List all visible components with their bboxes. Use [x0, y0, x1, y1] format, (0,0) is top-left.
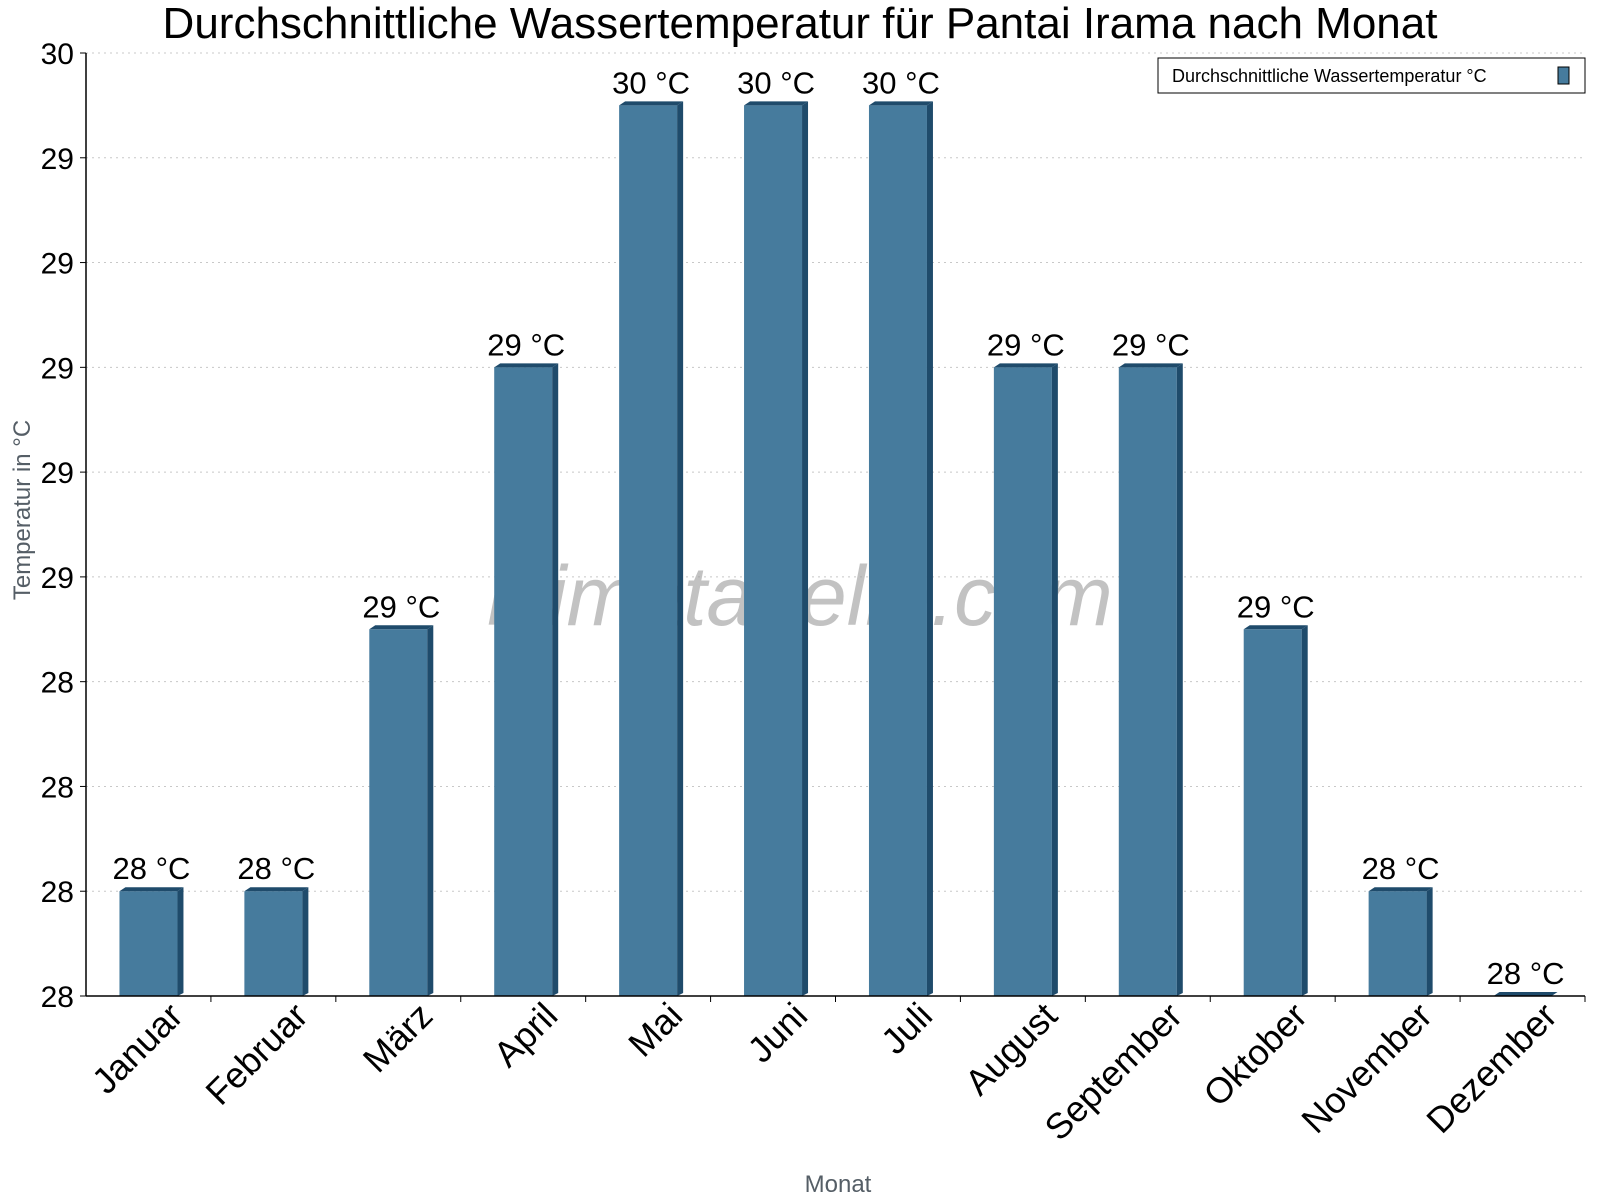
- bar-top: [369, 625, 434, 630]
- y-tick-label: 28: [41, 981, 74, 1014]
- bar-top: [1243, 625, 1308, 630]
- x-tick-label: Juni: [739, 995, 815, 1071]
- bar-märz: [369, 625, 434, 996]
- data-label: 29 °C: [987, 327, 1065, 362]
- data-label: 30 °C: [737, 65, 815, 100]
- data-label: 29 °C: [1112, 327, 1190, 362]
- y-tick-label: 29: [41, 457, 74, 490]
- bar-top: [619, 101, 684, 106]
- bars: [119, 101, 1558, 996]
- bar-februar: [244, 887, 309, 996]
- bar-top: [119, 887, 184, 892]
- data-label: 30 °C: [862, 65, 940, 100]
- bar-front: [744, 105, 803, 996]
- bar-november: [1368, 887, 1433, 996]
- bar-side: [427, 625, 434, 996]
- bar-front: [1368, 891, 1427, 996]
- bar-side: [1176, 363, 1183, 996]
- x-tick-label: August: [957, 995, 1065, 1103]
- data-label: 29 °C: [362, 589, 440, 624]
- bar-juni: [744, 101, 809, 996]
- bar-top: [1493, 992, 1558, 996]
- bar-side: [1051, 363, 1058, 996]
- bar-top: [1368, 887, 1433, 892]
- bar-front: [244, 891, 303, 996]
- y-tick-label: 28: [41, 667, 74, 700]
- x-tick-label: September: [1036, 995, 1190, 1149]
- bar-side: [552, 363, 559, 996]
- bar-side: [302, 887, 309, 996]
- legend-label: Durchschnittliche Wassertemperatur °C: [1172, 66, 1487, 86]
- bar-front: [1243, 629, 1302, 996]
- bar-top: [744, 101, 809, 106]
- legend-swatch: [1557, 66, 1570, 85]
- x-tick-label: Dezember: [1418, 995, 1564, 1141]
- x-ticks: Januar Februar März April Mai Juni Juli AugustS…: [84, 995, 1586, 1149]
- bar-front: [369, 629, 428, 996]
- y-tick-label: 29: [41, 248, 74, 281]
- bar-front: [619, 105, 678, 996]
- x-tick-label: Mai: [620, 995, 690, 1065]
- bar-april: [494, 363, 559, 996]
- x-tick-label: Februar: [197, 995, 315, 1113]
- bar-side: [677, 101, 684, 996]
- y-axis-label: Temperatur in °C: [9, 420, 36, 600]
- bar-side: [177, 887, 184, 996]
- bar-front: [119, 891, 178, 996]
- x-tick-label: Januar: [84, 995, 191, 1102]
- bar-september: [1118, 363, 1183, 996]
- x-tick-label: Oktober: [1195, 995, 1315, 1115]
- x-tick-label: März: [355, 995, 441, 1081]
- bar-top: [1118, 363, 1183, 368]
- x-tick-label: April: [485, 995, 565, 1075]
- data-label: 28 °C: [113, 851, 191, 886]
- x-tick-label: Juli: [873, 995, 940, 1062]
- y-tick-label: 28: [41, 771, 74, 804]
- x-tick-label: November: [1293, 995, 1439, 1141]
- bar-mai: [619, 101, 684, 996]
- bar-top: [868, 101, 933, 106]
- x-axis-label: Monat: [805, 1171, 872, 1198]
- data-labels: 28 °C 28 °C 29 °C 29 °C 30 °C 30 °C 30 °C 29 °C…: [113, 65, 1565, 991]
- bar-top: [993, 363, 1058, 368]
- data-label: 28 °C: [1487, 956, 1565, 991]
- bar-side: [802, 101, 809, 996]
- data-label: 30 °C: [612, 65, 690, 100]
- bar-side: [1426, 887, 1433, 996]
- y-ticks: 28 28 28 28 29 29 29 29 29 30: [41, 38, 86, 1014]
- bar-front: [494, 367, 553, 996]
- y-tick-label: 30: [41, 38, 74, 71]
- bar-august: [993, 363, 1058, 996]
- grid-lines: [86, 52, 1585, 892]
- bar-side: [1301, 625, 1308, 996]
- data-label: 28 °C: [237, 851, 315, 886]
- y-tick-label: 29: [41, 352, 74, 385]
- bar-side: [926, 101, 933, 996]
- data-label: 29 °C: [487, 327, 565, 362]
- bar-oktober: [1243, 625, 1308, 996]
- bar-front: [993, 367, 1052, 996]
- bar-front: [1118, 367, 1177, 996]
- legend-box: [1157, 57, 1586, 94]
- y-tick-label: 28: [41, 876, 74, 909]
- data-label: 29 °C: [1237, 589, 1315, 624]
- bar-front: [868, 105, 927, 996]
- y-tick-label: 29: [41, 143, 74, 176]
- bar-januar: [119, 887, 184, 996]
- y-tick-label: 29: [41, 562, 74, 595]
- chart-title: Durchschnittliche Wassertemperatur für P…: [163, 0, 1438, 48]
- bar-juli: [868, 101, 933, 996]
- bar-dezember: [1493, 992, 1558, 996]
- legend: Durchschnittliche Wassertemperatur °C: [1157, 57, 1586, 94]
- bar-top: [494, 363, 559, 368]
- bar-top: [244, 887, 309, 892]
- data-label: 28 °C: [1362, 851, 1440, 886]
